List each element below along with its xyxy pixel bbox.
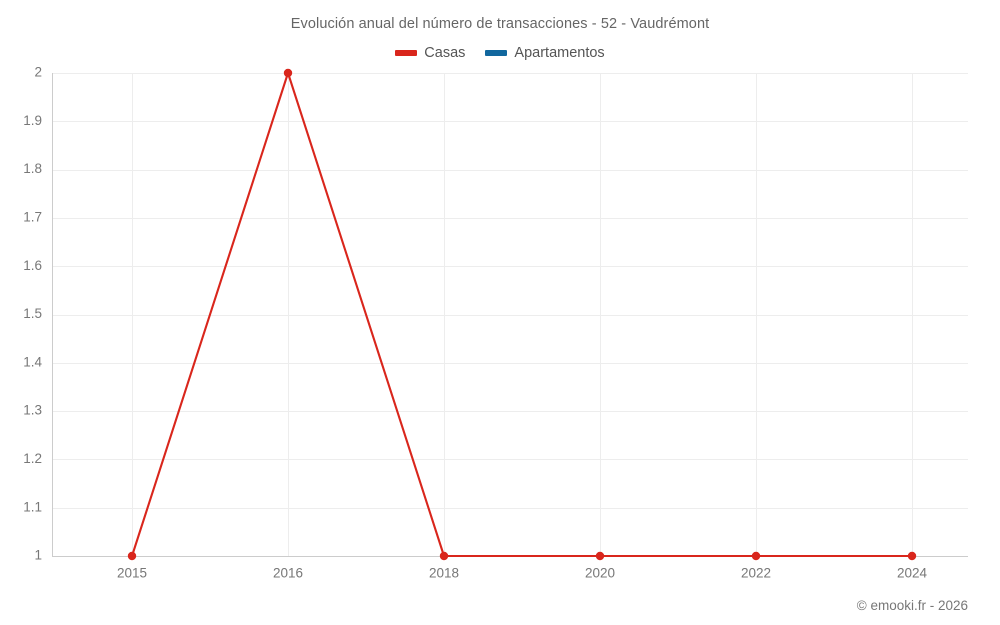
y-tick-label: 1	[34, 548, 42, 563]
y-tick-label: 1.8	[23, 161, 42, 176]
data-point-marker[interactable]	[907, 551, 917, 561]
y-tick-label: 1.2	[23, 451, 42, 466]
x-axis-tick-labels: 2015 2016 2018 2020 2022 2024	[117, 566, 928, 581]
legend-label-casas: Casas	[424, 45, 466, 61]
x-tick-label: 2018	[429, 566, 459, 581]
x-tick-label: 2024	[897, 566, 928, 581]
y-tick-label: 2	[34, 65, 42, 80]
legend-label-apartamentos: Apartamentos	[514, 45, 605, 61]
data-point-marker[interactable]	[283, 68, 293, 78]
x-tick-label: 2020	[585, 566, 615, 581]
data-point-marker[interactable]	[127, 551, 137, 561]
y-tick-label: 1.9	[23, 113, 42, 128]
legend-swatch-icon-apartamentos	[485, 50, 508, 56]
series-line-casas	[130, 71, 914, 558]
legend-swatch-icon-casas	[395, 50, 418, 56]
vertical-gridlines	[132, 73, 913, 556]
footer-credit: © emooki.fr - 2026	[856, 598, 968, 613]
data-point-marker[interactable]	[595, 551, 605, 561]
legend-item-casas[interactable]: Casas	[395, 45, 465, 61]
x-tick-label: 2022	[741, 566, 771, 581]
chart-legend: Casas Apartamentos	[0, 45, 1000, 61]
y-tick-label: 1.5	[23, 306, 42, 321]
horizontal-gridlines	[52, 73, 968, 557]
y-tick-label: 1.1	[23, 499, 42, 514]
y-tick-label: 1.4	[23, 354, 42, 369]
data-point-marker[interactable]	[439, 551, 449, 561]
data-series	[127, 68, 917, 561]
x-tick-label: 2015	[117, 566, 147, 581]
y-tick-label: 1.3	[23, 403, 42, 418]
axis-lines	[51, 73, 968, 558]
data-point-marker[interactable]	[751, 551, 761, 561]
x-tick-label: 2016	[273, 566, 303, 581]
y-tick-label: 1.7	[23, 209, 42, 224]
y-tick-label: 1.6	[23, 258, 42, 273]
chart-title: Evolución anual del número de transaccio…	[290, 16, 710, 32]
legend-item-apartamentos[interactable]: Apartamentos	[485, 45, 605, 61]
y-axis-tick-labels: 1 1.1 1.2 1.3 1.4 1.5 1.6 1.7 1.8 1.9 2	[23, 65, 42, 563]
